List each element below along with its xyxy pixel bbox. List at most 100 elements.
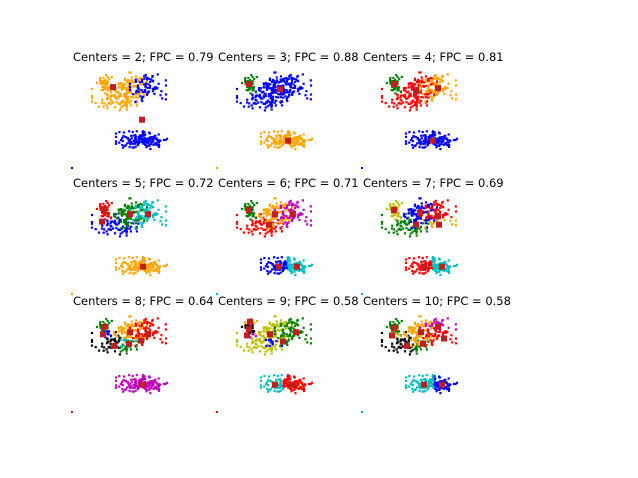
- data-point: [150, 78, 153, 81]
- data-point: [399, 95, 402, 98]
- data-point: [438, 330, 441, 333]
- data-point: [262, 334, 265, 337]
- data-point: [106, 327, 109, 330]
- data-point: [295, 78, 298, 81]
- data-point: [154, 387, 157, 390]
- data-point: [273, 267, 276, 270]
- data-point: [137, 203, 140, 206]
- data-point: [291, 218, 294, 221]
- data-point: [117, 330, 120, 333]
- data-point: [430, 263, 433, 266]
- data-point: [132, 268, 135, 271]
- data-point: [399, 346, 402, 349]
- data-point: [134, 84, 137, 87]
- data-point: [421, 130, 424, 134]
- data-point: [292, 209, 295, 212]
- data-point: [259, 89, 262, 93]
- data-point: [121, 332, 124, 335]
- data-point: [431, 90, 435, 94]
- data-point: [141, 260, 144, 263]
- data-point: [266, 211, 269, 214]
- data-point: [302, 326, 305, 329]
- data-point: [393, 88, 396, 91]
- data-point: [279, 139, 282, 142]
- data-point: [123, 229, 126, 232]
- data-point: [119, 106, 122, 109]
- data-point: [425, 261, 428, 264]
- data-point: [415, 230, 418, 233]
- data-point: [271, 324, 274, 327]
- data-point: [416, 96, 419, 100]
- data-point: [438, 334, 441, 337]
- data-point: [134, 226, 137, 229]
- data-point: [443, 261, 446, 264]
- cluster-center-marker: [290, 381, 296, 388]
- data-point: [407, 83, 411, 86]
- data-point: [298, 92, 301, 95]
- data-point: [90, 226, 94, 229]
- data-point: [424, 145, 427, 148]
- data-point: [400, 94, 404, 97]
- data-point: [291, 204, 294, 207]
- data-point: [106, 337, 109, 340]
- data-point: [454, 264, 457, 268]
- data-point: [441, 334, 445, 337]
- data-point: [136, 79, 139, 82]
- data-point: [132, 210, 135, 213]
- data-point: [425, 135, 428, 138]
- data-point: [262, 327, 266, 330]
- data-point: [446, 317, 449, 320]
- data-point: [259, 268, 263, 271]
- data-point: [114, 376, 118, 379]
- data-point: [413, 337, 416, 340]
- data-point: [428, 140, 431, 144]
- data-point: [285, 204, 288, 208]
- data-point: [396, 80, 399, 83]
- data-point: [123, 205, 126, 208]
- data-point: [303, 388, 306, 391]
- data-point: [135, 348, 138, 351]
- data-point: [268, 93, 271, 96]
- data-point: [148, 132, 151, 135]
- data-point: [430, 77, 433, 80]
- data-point: [440, 140, 443, 143]
- data-point: [395, 212, 398, 215]
- data-point: [400, 217, 403, 220]
- data-point: [444, 387, 447, 390]
- data-point: [151, 90, 155, 93]
- data-point: [128, 197, 131, 200]
- data-point: [277, 328, 280, 331]
- data-point: [156, 199, 159, 202]
- data-point: [257, 345, 260, 348]
- data-point: [140, 217, 143, 220]
- data-point: [434, 211, 437, 214]
- data-point: [130, 137, 133, 140]
- data-point: [450, 334, 453, 337]
- data-point: [423, 325, 426, 328]
- data-point: [134, 260, 137, 263]
- data-point: [454, 342, 457, 345]
- data-point: [268, 347, 271, 350]
- data-point: [435, 141, 438, 144]
- data-point: [288, 219, 291, 222]
- data-point: [140, 203, 143, 206]
- data-point: [162, 264, 165, 268]
- data-point: [295, 387, 298, 390]
- data-point: [273, 374, 276, 377]
- data-point: [289, 84, 292, 87]
- data-point: [150, 204, 153, 207]
- data-point: [295, 269, 298, 272]
- data-point: [94, 228, 97, 231]
- data-point: [128, 86, 132, 89]
- data-point: [244, 81, 247, 84]
- data-point: [396, 201, 399, 205]
- data-point: [141, 90, 145, 94]
- data-point: [404, 87, 407, 90]
- data-point: [385, 81, 389, 84]
- data-point: [145, 138, 148, 141]
- data-point: [268, 219, 271, 222]
- data-point: [454, 98, 457, 101]
- data-point: [396, 75, 399, 79]
- data-point: [283, 336, 286, 339]
- data-point: [403, 350, 407, 353]
